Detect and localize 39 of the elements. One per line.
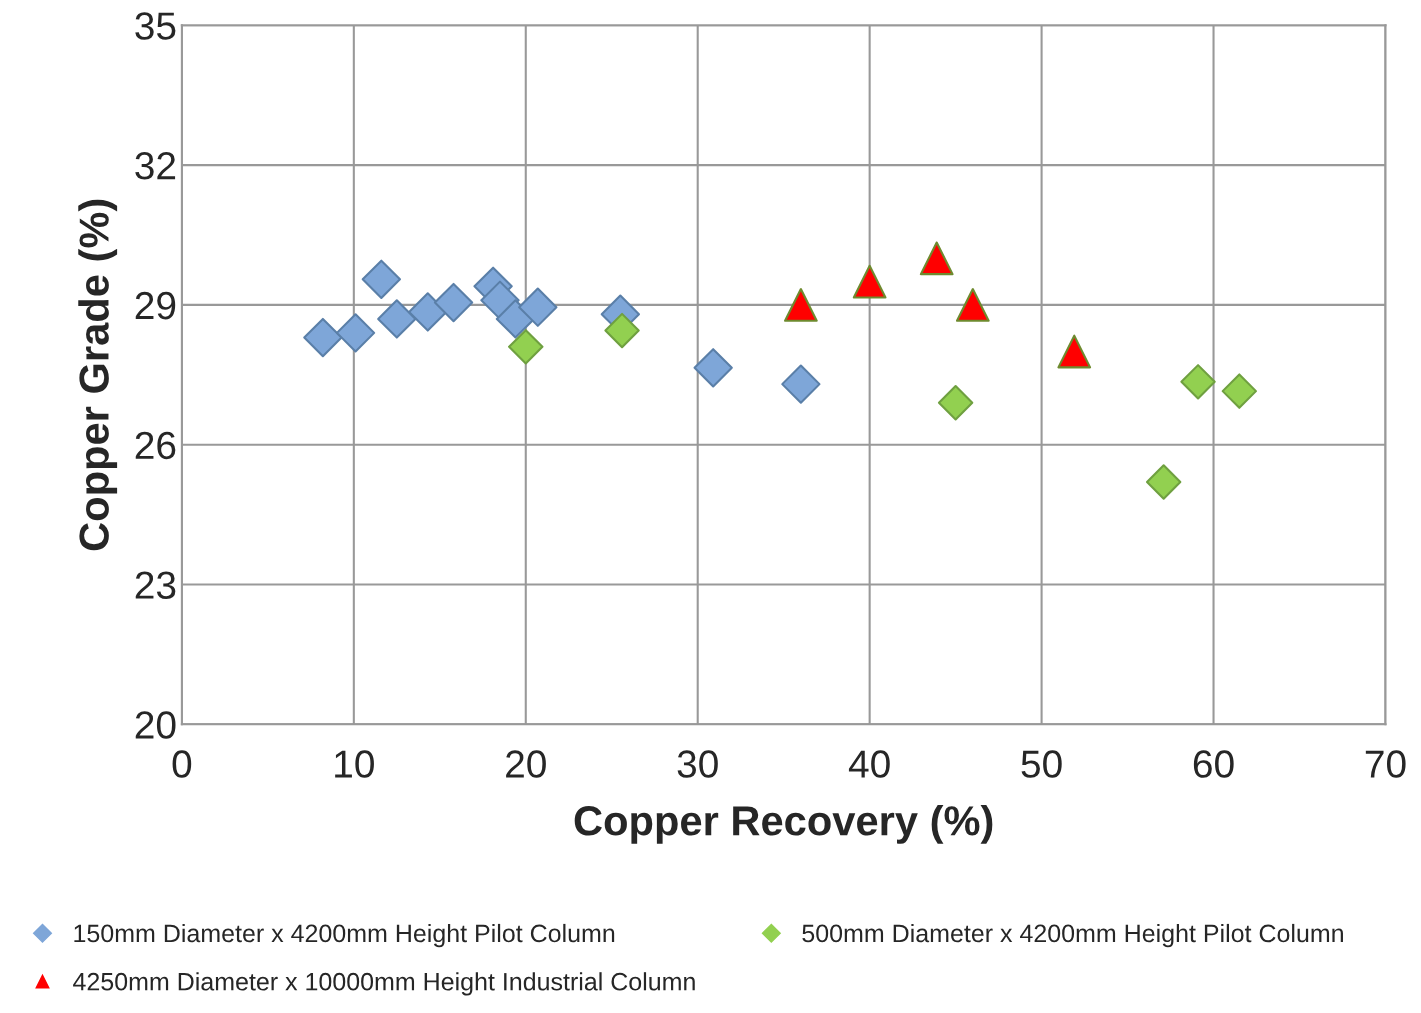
point <box>335 313 376 353</box>
legend-label: 4250mm Diameter x 10000mm Height Industrial Column <box>73 972 695 996</box>
point <box>361 259 402 299</box>
point <box>377 299 417 339</box>
y-tick-label: 20 <box>135 711 176 739</box>
point <box>937 385 974 421</box>
point <box>693 348 733 388</box>
point <box>508 329 544 365</box>
point <box>852 264 887 299</box>
point <box>781 364 821 404</box>
x-tick-label: 20 <box>506 750 546 778</box>
x-tick-label: 50 <box>1021 750 1062 778</box>
point <box>784 288 818 322</box>
point <box>1221 373 1258 409</box>
x-tick-label: 30 <box>677 750 718 778</box>
point <box>433 282 474 323</box>
point <box>604 312 640 349</box>
x-tick-label: 0 <box>172 750 192 778</box>
point <box>408 292 448 332</box>
y-tick-label: 35 <box>135 12 176 40</box>
point <box>1180 364 1216 400</box>
x-tick-label: 40 <box>848 750 890 778</box>
legend-label: 150mm Diameter x 4200mm Height Pilot Column <box>74 923 615 948</box>
y-tick-label: 23 <box>135 571 176 599</box>
point <box>518 287 558 327</box>
point <box>303 317 343 358</box>
x-axis-title: Copper Recovery (%) <box>574 804 993 844</box>
x-tick-label: 60 <box>1193 750 1234 778</box>
legend-label: 500mm Diameter x 4200mm Height Pilot Column <box>802 923 1343 948</box>
y-tick-label: 29 <box>135 291 176 320</box>
point <box>1057 334 1092 369</box>
x-tick-label: 70 <box>1365 750 1406 778</box>
y-tick-label: 26 <box>135 431 176 460</box>
point <box>919 241 954 276</box>
point <box>1145 464 1182 500</box>
x-tick-label: 10 <box>335 750 374 778</box>
y-tick-label: 32 <box>135 152 176 180</box>
y-axis-title: Copper Grade (%) <box>78 199 118 551</box>
point <box>955 288 990 322</box>
